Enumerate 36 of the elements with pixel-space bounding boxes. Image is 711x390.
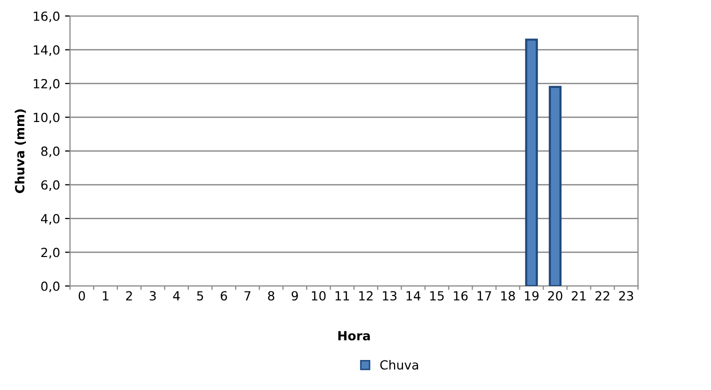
x-tick-label: 2 <box>126 291 132 300</box>
x-tick-label: 13 <box>382 291 396 301</box>
x-tick-label: 7 <box>244 291 250 300</box>
y-tick-label: 10,0 <box>34 112 60 124</box>
x-tick-label: 22 <box>595 291 610 300</box>
y-tick-label: 0,0 <box>41 281 60 292</box>
x-tick-label: 23 <box>619 291 634 301</box>
y-tick-label: 4,0 <box>41 214 60 225</box>
y-tick-label: 16,0 <box>34 11 60 22</box>
x-tick-label: 3 <box>150 291 156 301</box>
x-tick-label: 18 <box>501 291 515 301</box>
y-tick-label: 2,0 <box>41 248 60 258</box>
x-tick-label: 20 <box>548 291 562 301</box>
x-tick-label: 4 <box>173 291 180 300</box>
x-tick-label: 10 <box>312 291 326 301</box>
x-tick-label: 5 <box>197 291 204 301</box>
x-tick-label: 12 <box>359 291 373 300</box>
y-tick-label: 14,0 <box>34 45 60 56</box>
x-tick-label: 16 <box>454 291 468 301</box>
x-tick-label: 15 <box>430 291 444 301</box>
legend-label: Chuva <box>380 360 418 370</box>
x-tick-label: 19 <box>524 291 539 301</box>
x-tick-label: 0 <box>78 291 85 301</box>
x-tick-label: 14 <box>406 291 420 300</box>
x-tick-label: 6 <box>220 291 228 301</box>
x-tick-label: 11 <box>336 291 349 300</box>
y-tick-label: 8,0 <box>41 146 60 158</box>
x-axis-title: Hora <box>338 331 370 340</box>
y-axis-title: Chuva (mm) <box>14 109 26 194</box>
x-tick-label: 21 <box>572 291 586 300</box>
x-tick-label: 1 <box>102 291 108 300</box>
x-tick-label: 9 <box>292 291 298 301</box>
y-tick-label: 12,0 <box>34 78 60 90</box>
x-tick-label: 17 <box>478 291 492 300</box>
x-tick-label: 8 <box>268 291 274 301</box>
y-tick-label: 6,0 <box>41 180 60 191</box>
